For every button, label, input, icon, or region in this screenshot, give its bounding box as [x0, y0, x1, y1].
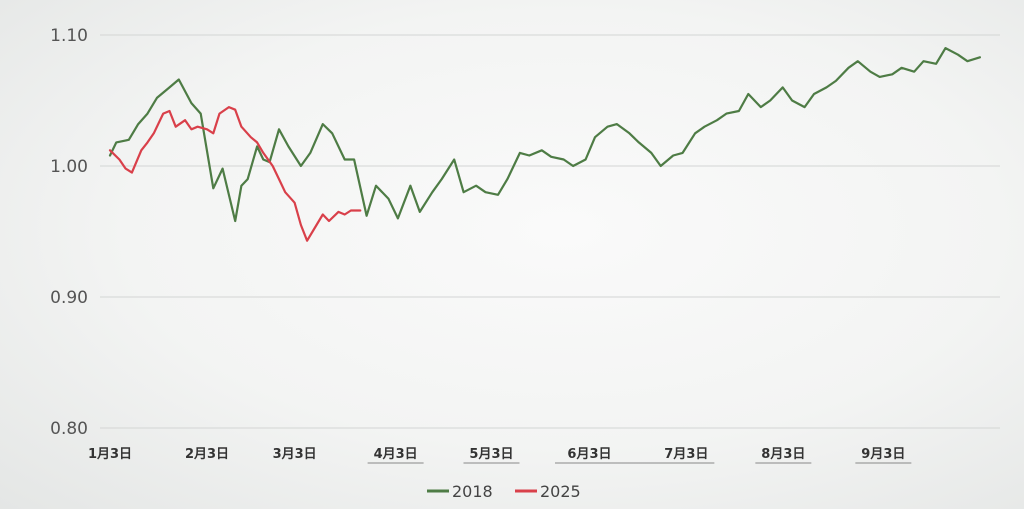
legend-label: 2018 [452, 482, 493, 501]
gridlines [100, 34, 1000, 429]
x-tick-label: 8月3日 [761, 447, 805, 462]
series-line-2018 [108, 46, 982, 223]
y-tick-label: 0.90 [50, 288, 88, 308]
x-tick-label: 5月3日 [469, 447, 513, 462]
x-tick-label: 9月3日 [861, 447, 905, 462]
y-tick-label: 0.80 [50, 419, 88, 439]
y-tick-label: 1.00 [50, 157, 88, 177]
series-lines [108, 46, 982, 242]
legend: 2018 2025 [427, 482, 581, 501]
x-tick-label: 3月3日 [273, 447, 317, 462]
x-tick-label: 4月3日 [374, 447, 418, 462]
y-tick-label: 1.10 [50, 26, 88, 46]
legend-label: 2025 [540, 482, 581, 501]
x-tick-label: 1月3日 [88, 447, 132, 462]
x-axis-tick-labels: 1月3日 2月3日 3月3日 4月3日 5月3日 6月3日 7月3日 8月3日 9月3日 [88, 447, 912, 464]
x-tick-label: 7月3日 [664, 447, 708, 462]
y-axis-tick-labels: 1.10 1.00 0.90 0.80 [50, 26, 88, 439]
series-line-2025 [108, 105, 362, 242]
x-tick-label: 2月3日 [185, 447, 229, 462]
x-tick-label: 6月3日 [567, 447, 611, 462]
